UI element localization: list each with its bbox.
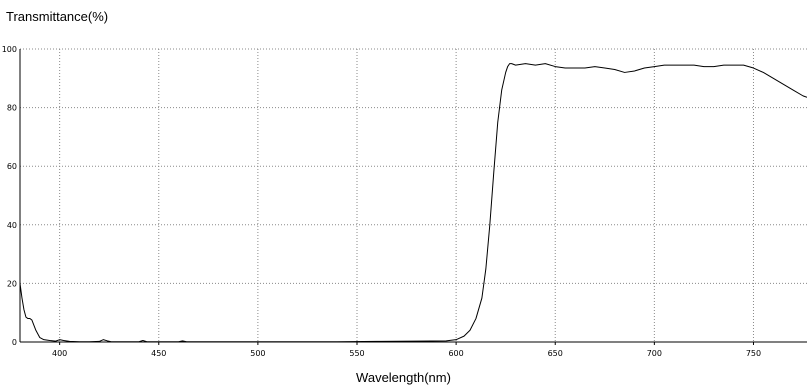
y-tick-label: 40 <box>7 221 17 230</box>
y-tick-label: 60 <box>7 162 17 171</box>
x-tick-label: 550 <box>349 349 364 358</box>
x-tick-label: 650 <box>548 349 563 358</box>
y-tick-label: 0 <box>12 338 17 347</box>
y-axis-title: Transmittance(%) <box>6 9 109 24</box>
x-tick-label: 750 <box>746 349 761 358</box>
x-tick-label: 500 <box>250 349 265 358</box>
x-tick-label: 700 <box>647 349 662 358</box>
y-tick-label: 100 <box>2 45 17 54</box>
x-axis-title: Wavelength(nm) <box>356 370 451 385</box>
x-tick-label: 400 <box>52 349 67 358</box>
x-tick-label: 450 <box>151 349 166 358</box>
y-tick-label: 20 <box>7 279 17 288</box>
y-tick-label: 80 <box>7 104 17 113</box>
series-line <box>19 63 807 343</box>
x-tick-label: 600 <box>448 349 463 358</box>
